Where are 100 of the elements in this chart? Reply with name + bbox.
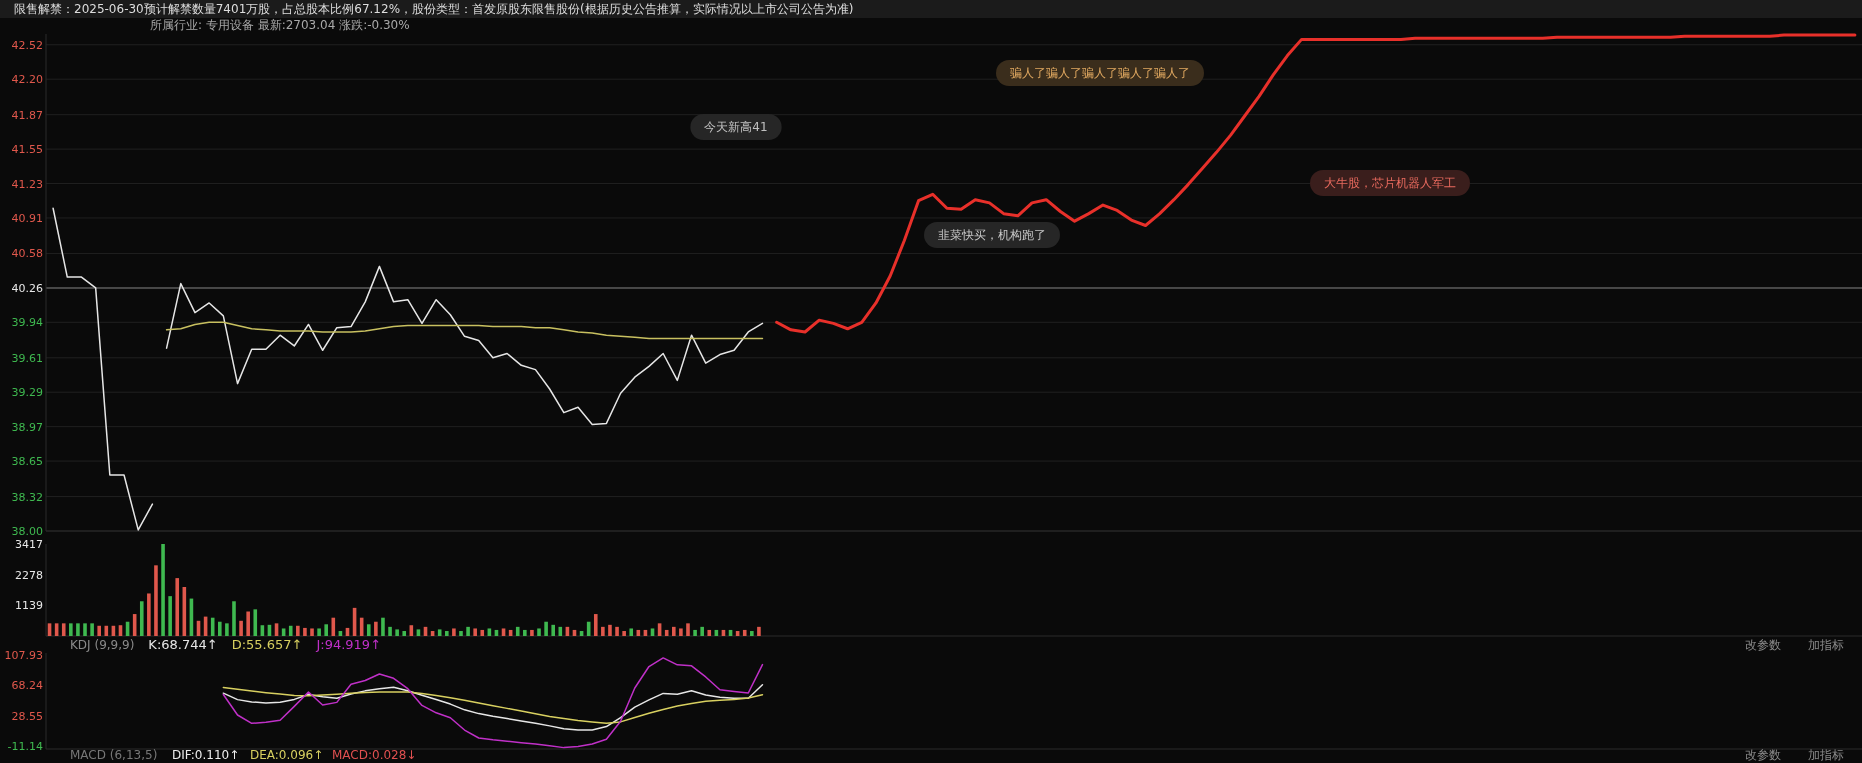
y-tick-label: 107.93 [4,648,43,662]
bar [558,626,563,636]
bar [253,609,258,636]
text: 改参数 [1745,638,1781,652]
bar [452,628,456,636]
bar [232,601,236,636]
bar [83,623,87,636]
line-series [165,321,764,340]
bar [303,627,307,636]
bar [161,544,165,636]
y-tick-label: 68.24 [11,679,43,693]
bar [679,628,683,636]
bar [593,614,598,636]
annotation: DIF:0.110↑ [172,748,240,762]
y-tick-label: 38.00 [11,525,43,538]
bar [664,629,669,636]
bar [707,629,712,636]
annotation: 改参数 [1745,748,1781,762]
y-tick-label: -11.14 [7,740,43,754]
y-tick-label: 38.97 [11,420,43,434]
bar [76,623,80,636]
bar [218,621,222,636]
bar [366,624,371,636]
line-series [775,33,1857,334]
bar [331,617,336,636]
line-series [222,657,764,749]
bar [175,578,180,636]
bar [317,628,321,636]
y-tick-label: 39.94 [11,316,43,330]
y-tick-label: 40.91 [11,211,43,225]
bar [310,628,314,636]
bar [402,631,407,636]
chart-title: KDJ (9,9,9) [70,638,135,652]
bar [629,628,634,636]
y-tick-label: 41.55 [11,143,43,157]
annotation: 骗人了骗人了骗人了骗人了骗人了 [1010,66,1190,80]
bar [523,629,527,636]
annotation: 加指标 [1808,748,1844,762]
bar [757,626,761,636]
series-label: J:94.919↑ [315,637,382,652]
bar [551,624,555,636]
y-tick-label: 1139 [15,599,43,613]
y-tick-label: 38.65 [11,455,43,469]
bar [168,596,172,636]
y-tick-label: 42.20 [11,73,43,87]
bar [445,631,449,636]
line-series [165,265,764,426]
bar [225,623,229,636]
bar [544,621,548,636]
bar [700,626,704,636]
bar [104,625,109,636]
chart-title: 限售解禁：2025-06-30预计解禁数量7401万股，占总股本比例67.12%，股份类型：首发原股东限售股份(根据历史公告推算，实际情况以上市公司公告为准) [14,2,854,16]
text: 加指标 [1808,638,1844,652]
bar [622,631,626,636]
bar [395,629,399,636]
bar [97,625,101,636]
annotation: 韭菜快买，机构跑了 [938,228,1046,242]
y-tick-label: 40.26 [11,281,43,295]
bar [459,631,463,636]
bar [615,626,619,636]
text: D:55.657↑ [231,637,303,652]
bar [374,621,378,636]
annotation: 大牛股，芯片机器人军工 [1324,176,1456,190]
y-tick-label: 2278 [15,568,43,582]
y-tick-label: 41.87 [11,108,43,122]
bar [742,629,747,636]
bar [69,623,73,636]
line-series [222,683,764,731]
bar [693,629,697,636]
annotation: MACD (6,13,5) [70,748,158,762]
bar [515,626,520,636]
chart-subtitle: 所属行业: 专用设备 最新:2703.04 涨跌:-0.30% [150,18,410,32]
bar [296,625,300,636]
bar [466,626,470,636]
line-series [222,686,764,725]
bar [61,623,66,636]
bar [537,628,541,636]
bar [530,629,534,636]
bar [90,623,94,636]
bar [388,626,392,636]
bar [601,626,605,636]
bar [288,625,293,636]
bar [246,611,250,636]
annotation: DEA:0.096↑ [250,748,324,762]
y-tick-label: 40.58 [11,247,43,261]
bar [154,565,158,636]
bar [608,624,612,636]
y-tick-label: 42.52 [11,38,43,52]
annotation: MACD:0.028↓ [332,748,417,762]
bar [210,617,215,636]
bar [139,601,144,636]
bar [324,624,328,636]
y-tick-label: 41.23 [11,177,43,191]
text: K:68.744↑ [148,637,218,652]
line-series [52,207,154,531]
bar [480,629,485,636]
bar [239,620,243,636]
bar [473,628,477,636]
y-tick-label: 28.55 [11,709,43,723]
y-tick-label: 3417 [15,538,43,551]
